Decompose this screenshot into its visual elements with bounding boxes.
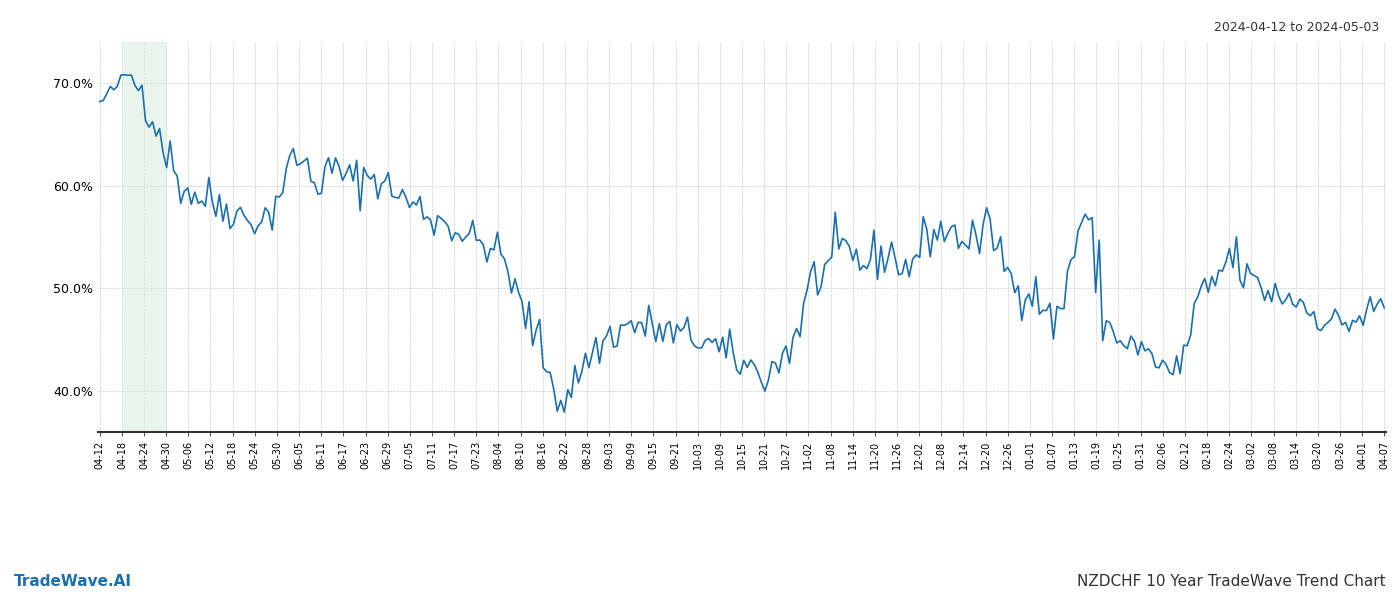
Bar: [122, 42, 167, 432]
Text: TradeWave.AI: TradeWave.AI: [14, 574, 132, 589]
Text: NZDCHF 10 Year TradeWave Trend Chart: NZDCHF 10 Year TradeWave Trend Chart: [1078, 574, 1386, 589]
Text: 2024-04-12 to 2024-05-03: 2024-04-12 to 2024-05-03: [1214, 21, 1379, 34]
